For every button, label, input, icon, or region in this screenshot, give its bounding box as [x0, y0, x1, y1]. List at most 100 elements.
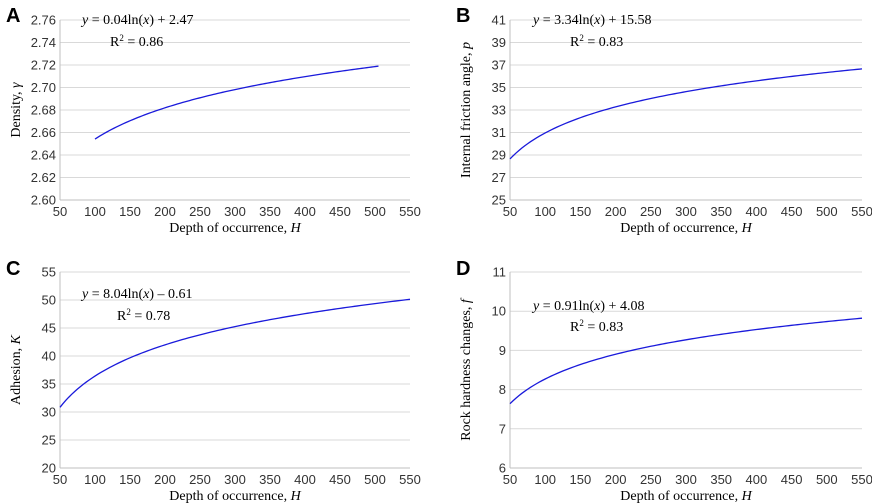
y-tick-label: 2.60 [31, 193, 56, 208]
panel-letter: B [456, 5, 470, 27]
y-tick-label: 25 [42, 433, 56, 448]
series-line-fit [59, 298, 411, 408]
y-tick-label: 2.76 [31, 13, 56, 28]
r-squared-value: = 0.83 [584, 35, 623, 50]
x-axis-label-text: Depth of occurrence, [169, 489, 290, 504]
x-tick-label: 500 [816, 204, 838, 219]
x-tick-label: 450 [329, 472, 351, 487]
y-axis-label: Adhesion, K [9, 334, 24, 405]
y-tick-label: 2.72 [31, 58, 56, 73]
x-tick-label: 100 [534, 204, 556, 219]
y-tick-label: 35 [42, 377, 56, 392]
y-axis-label-var: f [459, 297, 474, 303]
y-tick-label: 2.64 [31, 148, 56, 163]
x-tick-label: 200 [154, 204, 176, 219]
x-axis-label: Depth of occurrence, H [620, 489, 752, 504]
x-tick-label: 500 [364, 472, 386, 487]
x-tick-label: 300 [675, 472, 697, 487]
y-axis-label: Density, γ [9, 82, 24, 138]
equation-y: y [531, 299, 540, 314]
y-tick-label: 8 [499, 382, 506, 397]
x-tick-label: 50 [53, 204, 67, 219]
r-squared-label: R2 = 0.83 [570, 318, 623, 335]
equation-x: x [593, 299, 601, 314]
y-tick-label: 33 [492, 103, 506, 118]
equation-tail: ) – 0.61 [149, 287, 192, 302]
r-squared-value: = 0.83 [584, 320, 623, 335]
x-tick-label: 350 [710, 204, 732, 219]
y-tick-label: 20 [42, 461, 56, 476]
x-axis-label-var: H [290, 489, 302, 504]
equation-tail: ) + 4.08 [600, 299, 644, 314]
r-squared-symbol: R [570, 35, 580, 50]
x-tick-label: 250 [640, 472, 662, 487]
series-line-fit [509, 68, 863, 160]
x-tick-label: 350 [259, 204, 281, 219]
x-tick-label: 500 [816, 472, 838, 487]
y-tick-label: 35 [492, 80, 506, 95]
x-tick-label: 50 [503, 204, 517, 219]
y-axis-label-var: γ [9, 82, 24, 88]
y-tick-label: 2.62 [31, 170, 56, 185]
equation-y: y [80, 287, 89, 302]
x-tick-label: 550 [851, 204, 872, 219]
x-tick-label: 300 [224, 204, 246, 219]
y-axis-label-text: Internal friction angle, [459, 49, 474, 178]
x-tick-label: 450 [781, 472, 803, 487]
y-tick-label: 40 [42, 349, 56, 364]
chart-panel-a: A 2.60 2.62 2.64 2.66 2.68 2.70 2.72 2.74 2.76 50 1… [6, 5, 421, 236]
x-tick-label: 500 [364, 204, 386, 219]
x-axis-label-text: Depth of occurrence, [620, 489, 741, 504]
x-tick-label: 50 [53, 472, 67, 487]
y-axis-label-text: Rock hardness changes, [459, 303, 474, 441]
x-tick-label: 300 [224, 472, 246, 487]
equation-label: y = 0.91ln(x) + 4.08 [531, 299, 644, 314]
x-axis-label-var: H [290, 221, 302, 236]
x-tick-label: 200 [605, 204, 627, 219]
x-tick-label: 150 [119, 204, 141, 219]
r-squared-label: R2 = 0.83 [570, 33, 623, 50]
y-axis-label-text: Density, [9, 88, 24, 138]
r-squared-value: = 0.78 [131, 309, 170, 324]
x-tick-label: 250 [640, 204, 662, 219]
x-tick-label: 450 [781, 204, 803, 219]
x-tick-label: 550 [399, 472, 421, 487]
x-tick-label: 250 [189, 472, 211, 487]
x-tick-label: 400 [294, 472, 316, 487]
x-tick-label: 100 [534, 472, 556, 487]
series-line-fit [94, 65, 379, 140]
equation-label: y = 8.04ln(x) – 0.61 [80, 287, 193, 302]
x-tick-label: 450 [329, 204, 351, 219]
x-tick-label: 300 [675, 204, 697, 219]
y-tick-label: 45 [42, 321, 56, 336]
equation-rhs: = 3.34ln( [539, 13, 594, 28]
chart-panel-b: B 25 27 29 31 33 35 37 39 41 50 100 150 200 250 300 350 4… [456, 5, 872, 236]
r-squared-exponent: 2 [579, 33, 584, 43]
y-tick-label: 11 [493, 265, 507, 280]
y-tick-label: 29 [492, 148, 506, 163]
equation-y: y [531, 13, 540, 28]
series-line-fit [509, 317, 863, 405]
y-axis-label-var: p [459, 42, 474, 50]
equation-y: y [80, 13, 89, 28]
equation-rhs: = 0.91ln( [539, 299, 594, 314]
r-squared-exponent: 2 [119, 33, 124, 43]
y-tick-label: 25 [492, 193, 506, 208]
y-tick-label: 10 [492, 304, 506, 319]
x-tick-label: 250 [189, 204, 211, 219]
x-tick-label: 400 [294, 204, 316, 219]
x-tick-label: 200 [154, 472, 176, 487]
equation-label: y = 0.04ln(x) + 2.47 [80, 13, 193, 28]
y-axis-label-var: K [9, 334, 24, 345]
chart-panel-c: C 20 25 30 35 40 45 50 55 50 100 150 200 250 300 350 400… [6, 258, 421, 504]
equation-label: y = 3.34ln(x) + 15.58 [531, 13, 651, 28]
x-axis-label: Depth of occurrence, H [169, 221, 301, 236]
y-tick-label: 2.68 [31, 103, 56, 118]
equation-x: x [142, 13, 150, 28]
x-tick-label: 400 [746, 472, 768, 487]
y-axis-label-text: Adhesion, [9, 344, 24, 405]
r-squared-label: R2 = 0.78 [117, 307, 170, 324]
panel-letter: D [456, 258, 470, 280]
y-tick-label: 55 [42, 265, 56, 280]
